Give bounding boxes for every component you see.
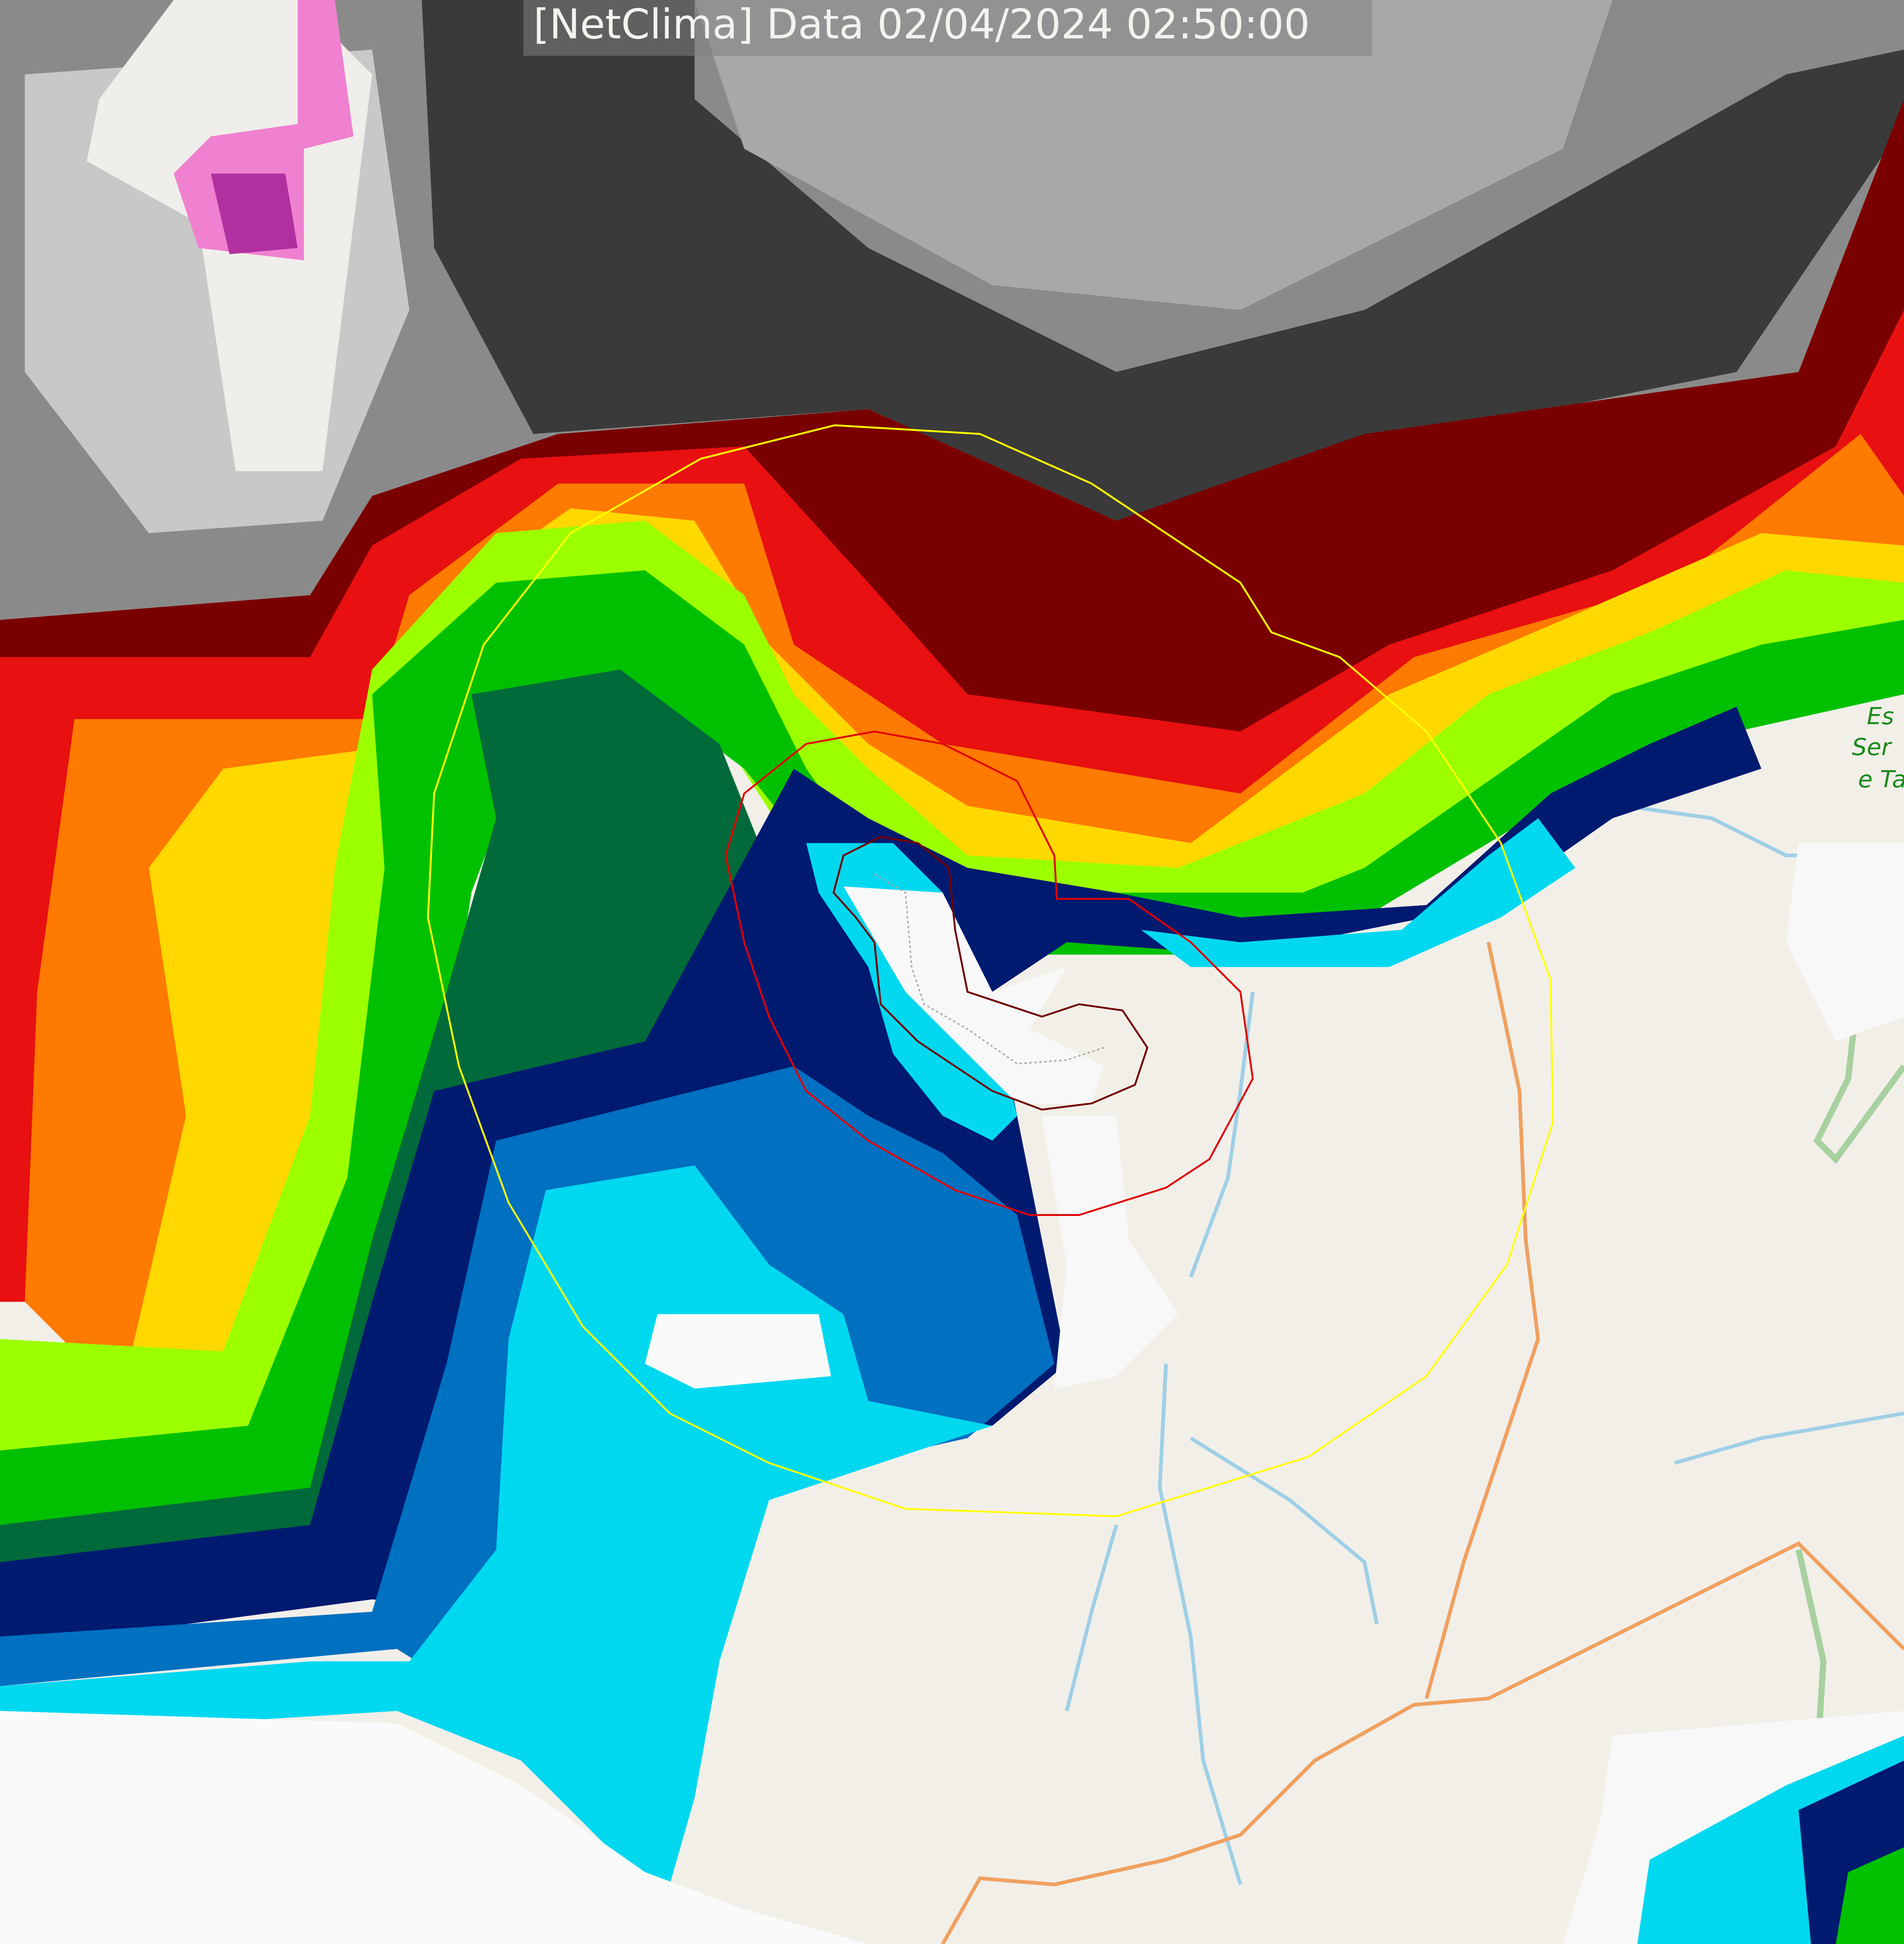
white-light-rain: [843, 886, 1104, 1104]
range-ring: [427, 424, 1554, 1518]
white-light-rain: [645, 1314, 831, 1389]
green-band: [0, 570, 1904, 1575]
border-line: [1813, 967, 1904, 1164]
place-label-line: Es: [1867, 702, 1894, 730]
cloud-dark: [421, 0, 1904, 521]
dark-green-band: [0, 669, 819, 1612]
place-label-line: e Ta: [1858, 765, 1904, 793]
dark-red-band: [0, 99, 1904, 769]
white-light-rain: [1786, 843, 1904, 1041]
place-label: Es Ser e Ta: [1852, 702, 1904, 793]
rivers: [1065, 804, 1904, 1885]
place-label-line: Ser: [1852, 733, 1892, 761]
cloud-light: [694, 0, 1613, 310]
white-light-rain: [0, 1711, 868, 1944]
red-contour: [724, 730, 1254, 1216]
map-title: [NetClima] Data 02/04/2024 02:50:00: [534, 1, 1310, 49]
title-banner: [NetClima] Data 02/04/2024 02:50:00: [523, 0, 1372, 56]
roads: [941, 942, 1904, 1944]
light-green-band: [0, 520, 1904, 1538]
cyan-region: [1141, 818, 1576, 967]
dark-red-contour: [832, 836, 1149, 1111]
white-light-rain: [1042, 1116, 1178, 1389]
magenta-cell: [210, 173, 298, 254]
green-band: [1836, 1847, 1904, 1944]
coastline: [874, 873, 1104, 1065]
